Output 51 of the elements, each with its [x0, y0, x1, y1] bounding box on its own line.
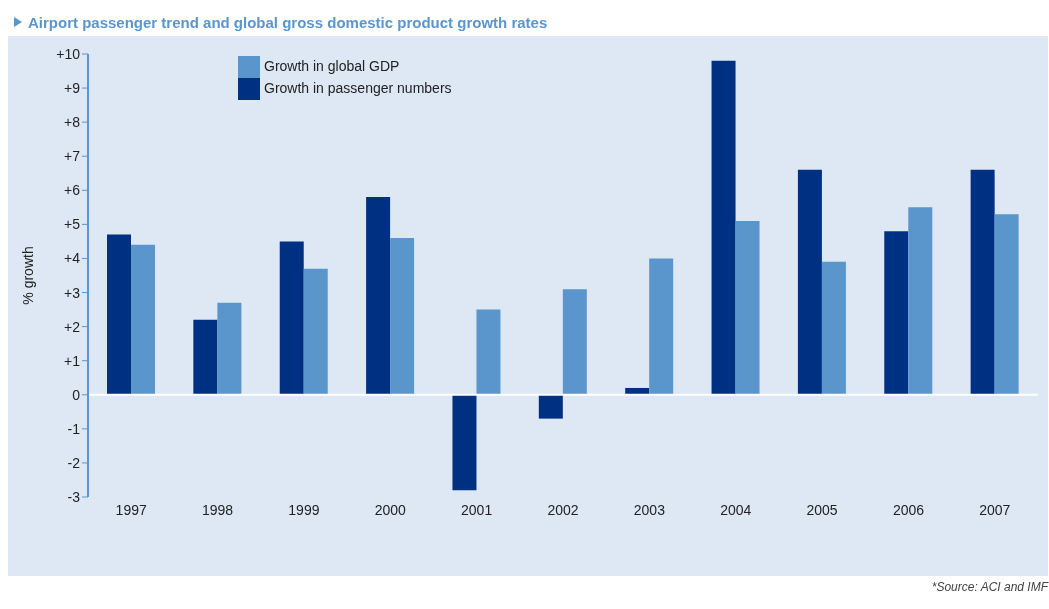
bar	[649, 258, 674, 395]
bar	[970, 169, 995, 395]
bar	[711, 60, 736, 395]
bar	[131, 244, 155, 395]
legend-label: Growth in global GDP	[264, 58, 400, 75]
x-tick-label: 2007	[979, 501, 1011, 518]
chart-title: Airport passenger trend and global gross domestic product growth rates	[28, 13, 548, 31]
y-tick-label: -3	[67, 488, 81, 505]
x-tick-label: 2003	[633, 501, 666, 518]
bar	[390, 238, 415, 395]
bar	[217, 302, 242, 395]
bar	[193, 319, 218, 395]
x-tick-label: 2005	[806, 501, 838, 518]
y-axis-title: % growth	[19, 246, 36, 305]
bar	[908, 207, 933, 395]
bar	[538, 394, 563, 419]
bar	[821, 261, 846, 395]
y-tick-label: +5	[64, 216, 81, 233]
bar	[797, 169, 822, 395]
y-tick-label: +9	[64, 80, 81, 97]
bar	[279, 241, 304, 395]
x-tick-label: 2004	[720, 501, 752, 518]
y-tick-label: 0	[72, 386, 81, 403]
bar	[476, 309, 501, 395]
y-tick-label: +3	[64, 284, 81, 301]
x-tick-label: 1999	[288, 501, 320, 518]
y-tick-label: +4	[64, 250, 81, 267]
x-tick-label: 2001	[461, 501, 493, 518]
y-tick-label: -2	[67, 454, 81, 471]
y-tick-label: +1	[64, 352, 81, 369]
bar	[884, 231, 909, 395]
x-tick-label: 1998	[201, 501, 234, 518]
bar	[107, 234, 131, 395]
bar	[994, 214, 1019, 395]
bar	[366, 197, 391, 395]
bar	[562, 289, 587, 395]
x-tick-label: 1997	[115, 501, 147, 518]
y-tick-label: +10	[56, 45, 81, 62]
y-tick-label: -1	[67, 420, 81, 437]
bar	[303, 268, 328, 395]
y-tick-label: +7	[64, 148, 81, 165]
bar	[452, 394, 477, 491]
text: *Source: ACI and IMF	[930, 580, 1048, 594]
x-tick-label: 2006	[892, 501, 925, 518]
x-tick-label: 2000	[374, 501, 407, 518]
y-tick-label: +6	[64, 182, 81, 199]
y-tick-label: +8	[64, 114, 81, 131]
bar	[735, 220, 760, 395]
y-tick-label: +2	[64, 318, 81, 335]
legend-label: Growth in passenger numbers	[264, 80, 452, 97]
x-tick-label: 2002	[547, 501, 579, 518]
